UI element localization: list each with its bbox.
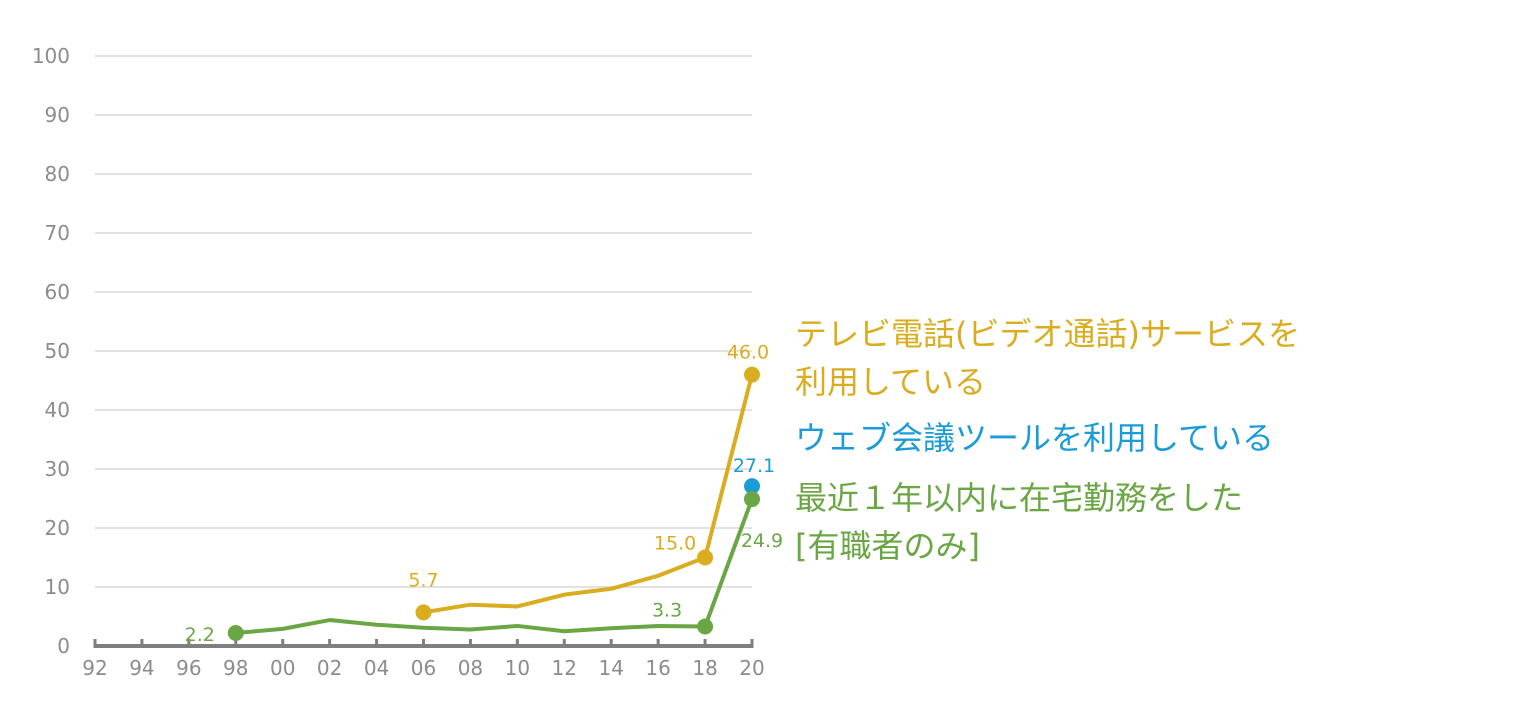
- data-point-home: [697, 618, 714, 635]
- x-tick-label: 08: [458, 656, 483, 680]
- y-tick-label: 10: [45, 575, 70, 599]
- legend-web-line-1: ウェブ会議ツールを利用している: [795, 419, 1275, 457]
- y-tick-label: 40: [45, 398, 70, 422]
- y-tick-label: 80: [45, 162, 70, 186]
- x-tick-label: 10: [505, 656, 530, 680]
- data-label-web: 27.1: [733, 455, 775, 477]
- x-tick-label: 14: [598, 656, 623, 680]
- data-point-web: [744, 478, 760, 495]
- legend-entry-web: ウェブ会議ツールを利用している: [795, 414, 1274, 462]
- x-tick-label: 04: [364, 656, 389, 680]
- data-point-tv: [744, 366, 760, 383]
- y-tick-label: 70: [45, 221, 70, 245]
- legend-home-line-1: 最近１年以内に在宅勤務をした: [795, 479, 1244, 517]
- x-tick-label: 98: [223, 656, 248, 680]
- y-tick-label: 100: [32, 44, 70, 68]
- y-tick-label: 30: [45, 457, 70, 481]
- x-tick-label: 16: [645, 656, 670, 680]
- y-tick-label: 20: [45, 516, 70, 540]
- x-tick-label: 06: [411, 656, 436, 680]
- series-line-home: [235, 498, 754, 636]
- legend-home-line-2: [有職者のみ]: [795, 527, 980, 565]
- data-label-tv: 46.0: [727, 342, 769, 364]
- data-point-home: [744, 491, 760, 508]
- data-label-home: 24.9: [741, 530, 783, 552]
- x-tick-label: 20: [739, 656, 764, 680]
- legend-tv-line-1: テレビ電話(ビデオ通話)サービスを: [795, 315, 1300, 353]
- x-tick-label: 96: [176, 656, 201, 680]
- legend-entry-home: 最近１年以内に在宅勤務をした [有職者のみ]: [795, 474, 1243, 570]
- x-tick-label: 18: [692, 656, 717, 680]
- x-tick-label: 00: [270, 656, 295, 680]
- legend-tv-line-2: 利用している: [795, 363, 987, 401]
- data-point-tv: [415, 604, 432, 621]
- y-tick-label: 60: [45, 280, 70, 304]
- series-line-tv: [423, 374, 754, 615]
- data-point-tv: [697, 549, 714, 566]
- x-tick-label: 92: [82, 656, 107, 680]
- data-label-home: 3.3: [652, 600, 682, 622]
- legend-entry-tv: テレビ電話(ビデオ通話)サービスを 利用している: [795, 310, 1300, 406]
- y-tick-label: 0: [57, 634, 70, 658]
- data-label-tv: 5.7: [408, 569, 438, 591]
- data-label-home: 2.2: [185, 624, 215, 646]
- data-point-home: [227, 625, 244, 642]
- data-label-tv: 15.0: [654, 533, 696, 555]
- x-tick-label: 94: [129, 656, 154, 680]
- x-tick-label: 12: [552, 656, 577, 680]
- y-tick-label: 50: [45, 339, 70, 363]
- x-tick-label: 02: [317, 656, 342, 680]
- y-tick-label: 90: [45, 103, 70, 127]
